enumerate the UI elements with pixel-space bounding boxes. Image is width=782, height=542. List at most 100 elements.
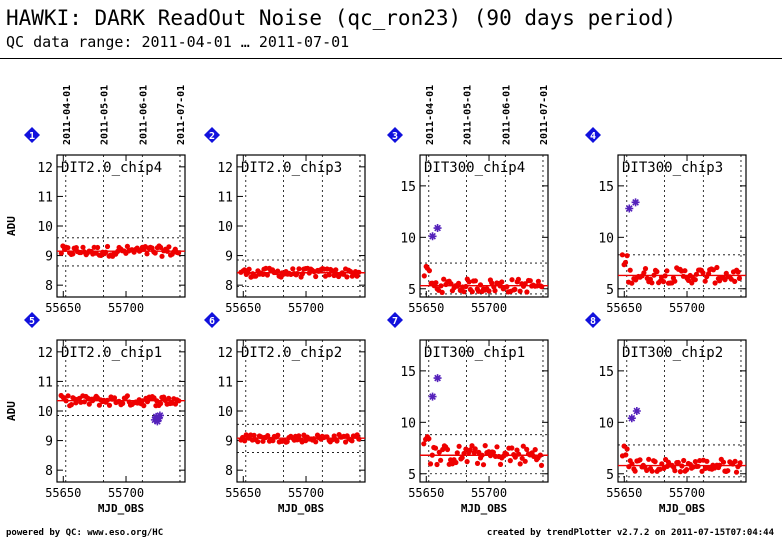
data-point	[454, 450, 460, 456]
data-point	[480, 462, 487, 468]
data-point	[144, 399, 151, 405]
data-point	[260, 271, 266, 277]
data-point	[426, 268, 432, 274]
data-point	[294, 437, 300, 443]
y-axis-label: ADU	[5, 401, 18, 421]
data-point	[736, 275, 743, 281]
data-point	[512, 454, 518, 460]
x-tick-label: 55650	[606, 486, 642, 500]
data-point	[733, 469, 740, 475]
y-tick-label: 9	[225, 250, 233, 265]
data-point	[111, 395, 118, 401]
outlier-marker	[153, 417, 162, 426]
panel-badge-icon	[387, 312, 403, 328]
y-tick-label: 5	[606, 468, 614, 483]
data-point	[65, 393, 71, 399]
data-point	[176, 398, 182, 404]
data-point	[120, 400, 126, 406]
data-point	[629, 461, 635, 467]
data-point	[527, 278, 533, 284]
y-tick-label: 15	[598, 365, 614, 380]
x-tick-label: 55700	[108, 301, 144, 315]
page-subtitle: QC data range: 2011-04-01 … 2011-07-01	[6, 33, 350, 51]
panel-badge-number: 1	[29, 131, 35, 142]
date-tick-label: 2011-05-01	[99, 85, 110, 145]
panel-badge-number: 7	[392, 316, 398, 327]
y-tick-label: 8	[225, 464, 233, 479]
panel-badge-number: 8	[590, 316, 596, 327]
data-point	[689, 280, 695, 286]
data-point	[494, 444, 500, 450]
data-point	[477, 282, 484, 288]
data-point	[662, 273, 668, 279]
data-point	[356, 269, 362, 275]
data-point	[463, 283, 469, 290]
data-point	[63, 398, 69, 404]
date-tick-label: 2011-07-01	[539, 85, 550, 145]
plot-frame	[419, 154, 549, 298]
panel-label: DIT2.0_chip3	[241, 160, 342, 176]
data-point	[735, 464, 741, 470]
x-tick-label: 55650	[225, 301, 261, 315]
data-point	[464, 459, 470, 465]
data-point	[472, 278, 478, 284]
data-point	[522, 458, 528, 464]
data-point	[649, 468, 655, 474]
data-point	[479, 452, 485, 458]
data-point	[492, 288, 498, 294]
data-point	[535, 278, 542, 284]
data-point	[482, 443, 488, 449]
data-point	[507, 458, 513, 464]
data-point	[124, 243, 130, 249]
outlier-marker	[625, 204, 634, 213]
y-tick-label: 10	[217, 405, 233, 420]
date-tick-label: 2011-05-01	[462, 85, 473, 145]
data-point	[166, 395, 172, 401]
data-point	[681, 457, 687, 464]
data-point	[70, 251, 76, 257]
data-point	[538, 462, 545, 468]
data-point	[474, 460, 481, 466]
y-tick-label: 15	[598, 180, 614, 195]
x-tick-label: 55700	[669, 301, 705, 315]
y-tick-label: 12	[217, 346, 233, 361]
data-point	[659, 461, 665, 467]
data-point	[264, 272, 270, 278]
y-tick-label: 11	[37, 375, 53, 390]
data-point	[712, 280, 718, 286]
plot-frame	[617, 339, 747, 483]
data-point	[509, 445, 515, 451]
data-point	[737, 460, 743, 466]
data-point	[700, 270, 706, 276]
panel-badge-number: 5	[29, 316, 35, 327]
data-point	[164, 248, 170, 254]
page-title: HAWKI: DARK ReadOut Noise (qc_ron23) (90…	[6, 6, 677, 30]
outlier-marker	[154, 414, 163, 423]
data-point	[103, 249, 109, 255]
outlier-marker	[627, 414, 636, 423]
data-point	[692, 277, 698, 283]
data-point	[682, 268, 688, 274]
data-point	[429, 452, 435, 458]
data-point	[675, 459, 681, 466]
data-point	[695, 463, 701, 469]
data-point	[624, 446, 630, 452]
data-point	[176, 250, 182, 256]
data-point	[344, 274, 350, 280]
data-point	[426, 436, 432, 442]
data-point	[124, 393, 130, 399]
data-point	[356, 436, 362, 442]
data-point	[486, 288, 492, 294]
data-point	[509, 277, 515, 283]
data-point	[106, 402, 113, 408]
data-point	[516, 451, 522, 457]
data-point	[466, 279, 472, 285]
plot-frame	[236, 339, 366, 483]
data-point	[660, 279, 667, 285]
data-point	[520, 443, 526, 449]
data-point	[275, 268, 281, 274]
data-point	[275, 432, 281, 438]
panel-badge-icon	[204, 127, 220, 143]
data-point	[514, 447, 520, 453]
data-point	[459, 455, 465, 461]
